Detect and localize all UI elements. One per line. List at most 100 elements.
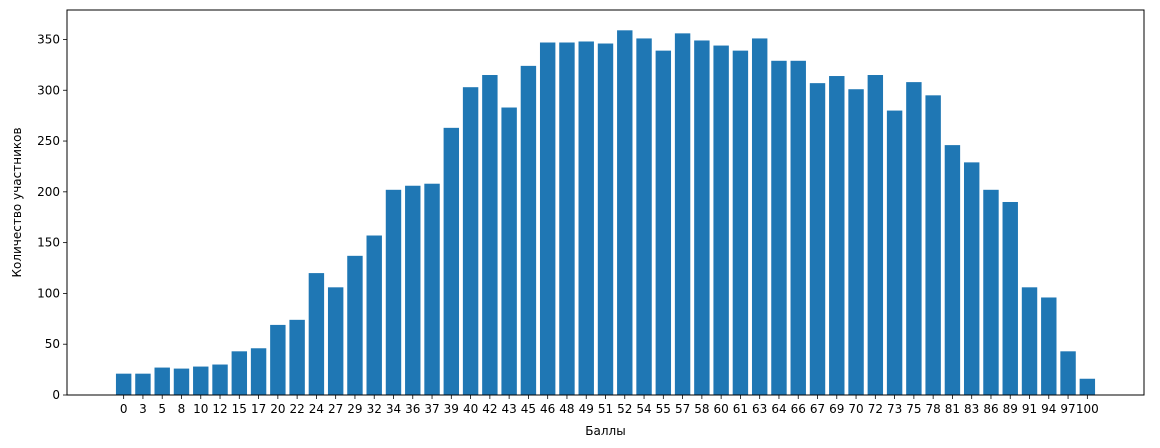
x-tick-label: 55 xyxy=(656,402,671,416)
x-tick-label: 72 xyxy=(868,402,883,416)
bar-10 xyxy=(193,366,209,395)
y-axis-title: Количество участников xyxy=(10,127,24,277)
x-tick-label: 39 xyxy=(444,402,459,416)
bar-94 xyxy=(1041,297,1057,395)
x-tick-label: 51 xyxy=(598,402,613,416)
x-tick-label: 20 xyxy=(270,402,285,416)
x-tick-label: 10 xyxy=(193,402,208,416)
x-tick-label: 3 xyxy=(139,402,147,416)
bar-39 xyxy=(443,127,460,395)
bars-group xyxy=(115,30,1096,396)
x-tick-label: 0 xyxy=(120,402,128,416)
bar-12 xyxy=(212,364,228,395)
bar-66 xyxy=(790,60,806,395)
x-tick-label: 29 xyxy=(347,402,362,416)
bar-52 xyxy=(617,30,633,395)
y-tick-label: 300 xyxy=(37,83,60,97)
bar-78 xyxy=(925,95,941,395)
bar-15 xyxy=(231,351,248,395)
bar-20 xyxy=(270,324,286,395)
bar-55 xyxy=(655,50,672,395)
x-tick-label: 75 xyxy=(906,402,921,416)
bar-0 xyxy=(115,373,132,395)
bar-73 xyxy=(886,110,903,395)
bar-69 xyxy=(829,76,845,395)
x-tick-label: 57 xyxy=(675,402,690,416)
x-tick-label: 97 xyxy=(1060,402,1075,416)
y-tick-label: 200 xyxy=(37,185,60,199)
x-tick-label: 67 xyxy=(810,402,825,416)
bar-22 xyxy=(289,319,305,395)
x-tick-label: 70 xyxy=(848,402,863,416)
x-tick-label: 91 xyxy=(1022,402,1037,416)
bar-61 xyxy=(732,50,749,395)
x-axis-title: Баллы xyxy=(585,424,625,438)
bar-54 xyxy=(636,38,652,395)
x-tick-label: 66 xyxy=(791,402,806,416)
bar-17 xyxy=(250,348,267,395)
y-tick-label: 350 xyxy=(37,32,60,46)
bar-8 xyxy=(173,368,190,395)
bar-86 xyxy=(983,189,999,395)
bar-3 xyxy=(135,373,151,395)
bar-43 xyxy=(501,107,517,396)
bar-89 xyxy=(1002,201,1018,395)
x-tick-label: 64 xyxy=(771,402,786,416)
y-tick-label: 0 xyxy=(52,388,60,402)
x-tick-label: 61 xyxy=(733,402,748,416)
bar-57 xyxy=(674,33,691,396)
bar-63 xyxy=(751,38,768,395)
x-tick-label: 24 xyxy=(309,402,324,416)
y-tick-label: 100 xyxy=(37,286,60,300)
x-tick-label: 32 xyxy=(367,402,382,416)
bar-36 xyxy=(405,185,421,395)
bar-49 xyxy=(578,41,594,396)
bar-81 xyxy=(944,145,961,395)
bar-42 xyxy=(482,75,498,395)
axes-frame xyxy=(66,9,1145,396)
y-tick-label: 250 xyxy=(37,134,60,148)
x-tick-label: 69 xyxy=(829,402,844,416)
x-tick-label: 17 xyxy=(251,402,266,416)
x-tick-label: 52 xyxy=(617,402,632,416)
x-tick-label: 63 xyxy=(752,402,767,416)
bar-83 xyxy=(963,162,980,395)
x-tick-label: 73 xyxy=(887,402,902,416)
x-tick-label: 42 xyxy=(482,402,497,416)
x-tick-label: 43 xyxy=(501,402,516,416)
bar-64 xyxy=(771,60,787,395)
x-tick-label: 100 xyxy=(1076,402,1099,416)
y-axis-ticks: 0 50 100 150 200 250 300 350 xyxy=(37,32,67,402)
bar-32 xyxy=(366,235,382,395)
bar-45 xyxy=(520,65,537,396)
x-tick-label: 27 xyxy=(328,402,343,416)
x-tick-label: 94 xyxy=(1041,402,1056,416)
bar-29 xyxy=(347,255,363,395)
x-tick-label: 46 xyxy=(540,402,555,416)
x-tick-label: 22 xyxy=(289,402,304,416)
bar-48 xyxy=(559,42,575,395)
x-tick-label: 15 xyxy=(232,402,247,416)
x-tick-label: 37 xyxy=(424,402,439,416)
x-tick-label: 45 xyxy=(521,402,536,416)
x-tick-label: 49 xyxy=(579,402,594,416)
bar-60 xyxy=(713,45,729,396)
bar-100 xyxy=(1079,378,1096,395)
bar-51 xyxy=(597,43,614,396)
bar-24 xyxy=(308,273,325,395)
x-tick-label: 78 xyxy=(926,402,941,416)
x-tick-label: 48 xyxy=(559,402,574,416)
bar-97 xyxy=(1060,351,1076,395)
bar-70 xyxy=(848,89,864,395)
bar-34 xyxy=(385,189,402,395)
x-tick-label: 5 xyxy=(158,402,166,416)
bar-40 xyxy=(462,87,479,395)
x-tick-label: 12 xyxy=(212,402,227,416)
x-tick-label: 40 xyxy=(463,402,478,416)
x-tick-label: 86 xyxy=(983,402,998,416)
y-tick-label: 50 xyxy=(45,337,60,351)
bar-58 xyxy=(694,40,710,395)
x-tick-label: 83 xyxy=(964,402,979,416)
x-tick-label: 60 xyxy=(713,402,728,416)
